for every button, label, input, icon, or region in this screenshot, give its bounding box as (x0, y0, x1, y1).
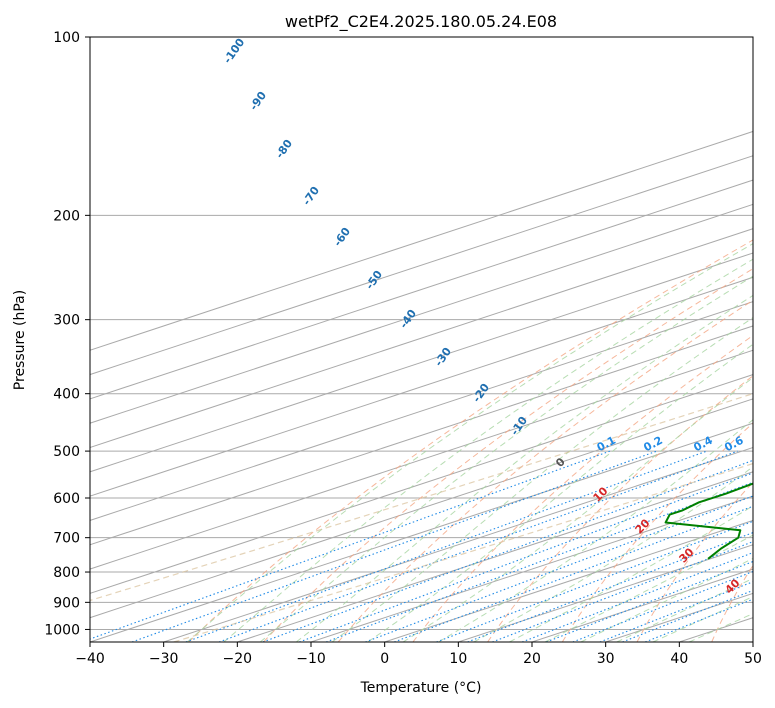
y-tick-label: 100 (53, 30, 80, 46)
dry-adiabat-label: -30 (432, 345, 454, 369)
isotherm-line (90, 276, 753, 497)
x-tick-label: 30 (597, 651, 615, 667)
isotherm-line (90, 374, 753, 594)
x-tick-label: −20 (223, 651, 253, 667)
dry-adiabat-label: -10 (508, 414, 530, 438)
surface-arc-line (173, 462, 753, 642)
dry-adiabat-label: -40 (397, 307, 419, 331)
x-tick-label: 10 (449, 651, 467, 667)
isotherm-line (90, 203, 753, 424)
y-tick-label: 1000 (44, 622, 80, 638)
x-tick-label: 40 (670, 651, 688, 667)
mixing-ratio-line (218, 450, 738, 642)
moist-adiabat-line (438, 419, 753, 642)
moist-adiabat-label: 30 (677, 545, 697, 565)
mixing-ratio-line (394, 505, 753, 642)
mixing-ratio-line (299, 472, 753, 642)
isotherm-line (90, 422, 753, 642)
dewpoint-line (664, 482, 753, 560)
mixing-ratio-line (185, 450, 707, 642)
isotherm-line (90, 155, 753, 376)
y-tick-label: 700 (53, 531, 80, 547)
moist-adiabat-line (580, 557, 753, 642)
x-tick-label: 20 (523, 651, 541, 667)
isotherm-line (90, 349, 753, 570)
dry-adiabat-label: -50 (363, 268, 385, 292)
dry-adiabat-label: -90 (247, 89, 269, 113)
mixing-ratio-line (521, 552, 753, 642)
dry-adiabat-label: -60 (331, 225, 353, 249)
isotherm-line (310, 495, 753, 642)
dry-adiabat-line (263, 268, 753, 642)
y-tick-label: 600 (53, 491, 80, 507)
background-lines (90, 37, 753, 642)
x-tick-label: 50 (744, 651, 762, 667)
isotherm-line (237, 471, 753, 642)
moist-adiabat-line (402, 376, 753, 642)
moist-adiabat-line (331, 317, 753, 642)
dry-adiabat-label: -70 (300, 184, 322, 208)
moist-adiabat-line (544, 534, 753, 642)
dry-adiabat-line (561, 422, 753, 642)
x-tick-label: −10 (296, 651, 326, 667)
profile-lines (664, 482, 753, 560)
y-tick-label: 900 (53, 595, 80, 611)
dry-adiabat-label: -20 (470, 381, 492, 405)
x-tick-label: −40 (75, 651, 105, 667)
axis-ticks: −40 −30 −20 −10 0 10 20 30 40 5010020030040050060… (44, 30, 762, 667)
isotherm-line (531, 568, 753, 642)
x-tick-label: 0 (380, 651, 389, 667)
moist-adiabat-line (186, 243, 753, 642)
isotherm-line (679, 617, 753, 642)
isotherm-line (752, 641, 753, 642)
mixing-ratio-line (131, 450, 657, 642)
isotherm-line (90, 179, 753, 400)
y-tick-label: 200 (53, 208, 80, 224)
plot-frame (89, 36, 754, 643)
dry-adiabat-line (188, 239, 753, 642)
x-tick-label: −30 (149, 651, 179, 667)
isotherm-line (90, 301, 753, 521)
moist-adiabat-line (652, 596, 753, 642)
moist-adiabat-line (367, 343, 753, 642)
y-tick-label: 400 (53, 387, 80, 403)
mixing-ratio-line (365, 495, 753, 642)
isotherm-line (384, 519, 753, 642)
y-tick-label: 500 (53, 444, 80, 460)
surface-arc-line (90, 393, 753, 602)
moist-adiabat-line (223, 258, 753, 642)
moist-adiabat-line (295, 294, 753, 642)
mixing-ratio-line (436, 520, 753, 642)
isotherm-line (90, 325, 753, 546)
y-axis-label: Pressure (hPa) (12, 290, 28, 390)
moist-adiabat-label: 40 (723, 576, 743, 596)
dry-adiabat-label: -80 (273, 137, 295, 161)
mixing-ratio-line (644, 598, 753, 642)
moist-adiabat-line (473, 466, 753, 642)
y-tick-label: 800 (53, 565, 80, 581)
mixing-ratio-line (325, 481, 753, 642)
chart-title: wetPf2_C2E4.2025.180.05.24.E08 (285, 12, 557, 32)
dry-adiabat-line (337, 299, 753, 642)
isotherm-line (90, 228, 753, 449)
isotherm-line (90, 130, 753, 351)
moist-adiabat-label: 20 (633, 516, 653, 536)
moist-adiabat-line (259, 275, 753, 642)
isotherm-line (163, 446, 753, 642)
mixing-ratio-line (90, 450, 611, 640)
isotherm-line (90, 398, 753, 619)
dry-adiabat-line (636, 481, 753, 642)
dry-adiabat-label: -100 (221, 36, 248, 66)
moist-adiabat-label: 0 (553, 455, 568, 470)
moist-adiabat-line (509, 505, 753, 642)
isotherm-line (90, 252, 753, 473)
y-tick-label: 300 (53, 313, 80, 329)
mixing-ratio-line (467, 532, 753, 642)
mixing-ratio-line (492, 541, 753, 642)
x-axis-label: Temperature (°C) (360, 680, 482, 696)
